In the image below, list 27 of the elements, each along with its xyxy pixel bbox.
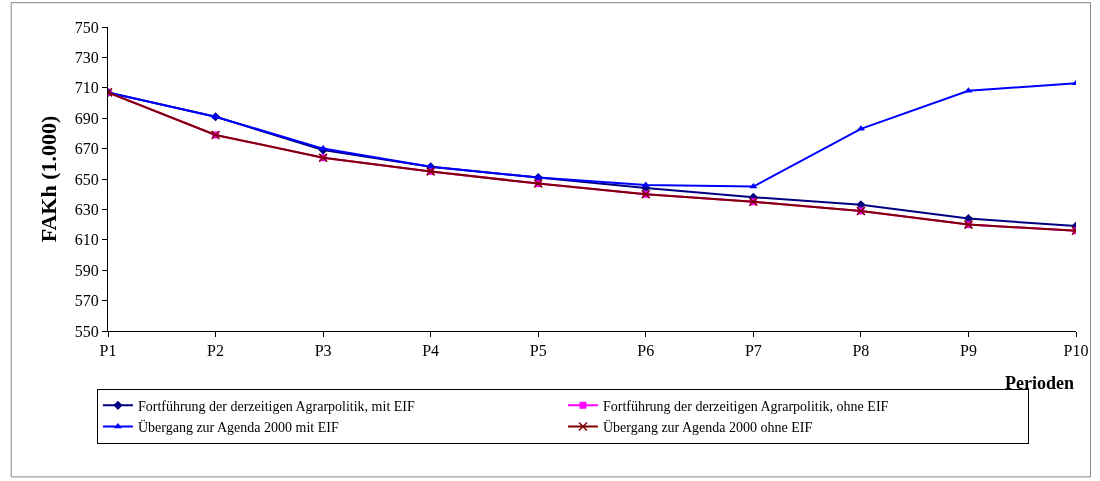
x-tick-label: P9 [959,342,977,360]
y-axis-title: FAKh (1.000) [35,115,61,243]
y-tick-label: 650 [74,170,99,188]
x-tick-label: P10 [1063,342,1089,360]
y-tick-label: 710 [74,79,99,97]
x-tick-label: P3 [314,342,332,360]
legend-label: Fortführung der derzeitigen Agrarpolitik, ohne EIF [602,398,889,414]
y-tick-label: 570 [74,292,99,310]
legend-label: Fortführung der derzeitigen Agrarpolitik, mit EIF [137,398,415,414]
legend-label: Übergang zur Agenda 2000 ohne EIF [602,419,813,436]
y-tick-label: 630 [74,201,99,218]
x-axis-title: Perioden [1005,373,1074,393]
x-tick-label: P5 [529,342,547,360]
x-tick-label: P4 [422,342,440,360]
y-tick-label: 550 [74,322,99,340]
x-tick-label: P6 [637,342,655,360]
y-tick-label: 690 [74,109,99,127]
x-tick-label: P8 [852,342,870,360]
y-tick-label: 590 [74,261,99,279]
y-tick-label: 750 [74,18,99,36]
y-tick-label: 730 [74,49,99,66]
y-tick-label: 670 [74,140,99,158]
y-tick-label: 610 [74,231,99,249]
x-tick-label: P2 [207,342,225,360]
legend-label: Übergang zur Agenda 2000 mit EIF [137,419,339,436]
x-tick-label: P1 [99,342,117,360]
x-tick-label: P7 [744,342,762,360]
